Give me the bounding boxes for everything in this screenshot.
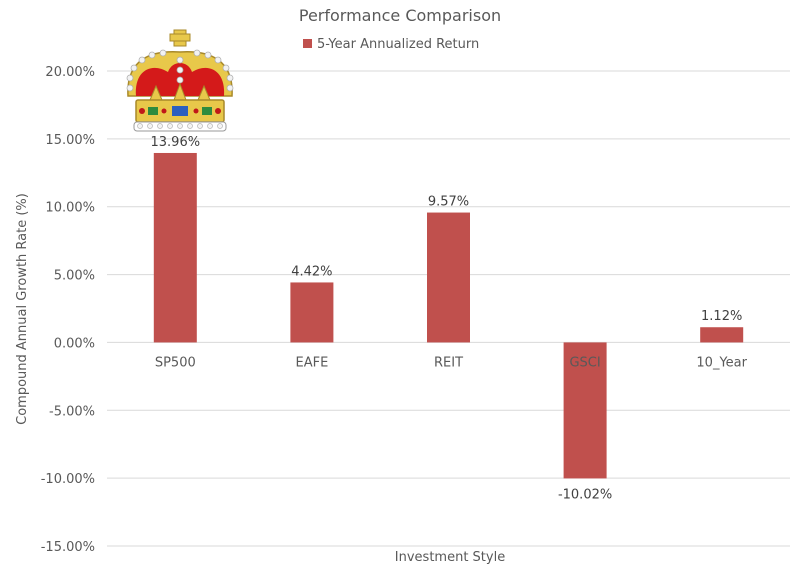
data-label: 13.96% <box>151 135 201 150</box>
legend: 5-Year Annualized Return <box>303 37 479 52</box>
bar <box>563 342 607 479</box>
bars <box>153 152 744 479</box>
legend-swatch <box>303 39 312 48</box>
data-labels: 13.96% 4.42% 9.57% -10.02% 1.12% <box>151 135 743 502</box>
y-tick-label: -5.00% <box>49 404 95 419</box>
x-tick-label: EAFE <box>295 355 328 370</box>
y-axis-ticks: -15.00% -10.00% -5.00% 0.00% 5.00% 10.00% 15.0… <box>41 65 95 555</box>
x-tick-label: GSCI <box>569 355 600 370</box>
data-label: 4.42% <box>291 264 332 279</box>
y-tick-label: 5.00% <box>54 269 95 284</box>
chart-title: Performance Comparison <box>299 6 501 25</box>
x-tick-label: SP500 <box>155 355 196 370</box>
bar <box>700 327 744 343</box>
data-label: -10.02% <box>558 487 612 502</box>
bar <box>427 212 470 343</box>
data-label: 9.57% <box>428 195 469 210</box>
y-axis-label: Compound Annual Growth Rate (%) <box>15 193 30 425</box>
x-axis-categories: SP500 EAFE REIT GSCI 10_Year <box>155 355 748 370</box>
x-axis-label: Investment Style <box>395 550 505 565</box>
bar <box>153 152 197 343</box>
data-label: 1.12% <box>701 309 742 324</box>
y-tick-label: -10.00% <box>41 472 95 487</box>
y-tick-label: 0.00% <box>54 336 95 351</box>
legend-label: 5-Year Annualized Return <box>317 37 479 52</box>
y-tick-label: 15.00% <box>45 133 95 148</box>
crown-icon <box>126 29 234 132</box>
bar <box>290 282 334 343</box>
x-tick-label: REIT <box>434 355 463 370</box>
y-tick-label: 10.00% <box>45 201 95 216</box>
x-tick-label: 10_Year <box>696 355 747 370</box>
y-tick-label: 20.00% <box>45 65 95 80</box>
y-tick-label: -15.00% <box>41 540 95 555</box>
